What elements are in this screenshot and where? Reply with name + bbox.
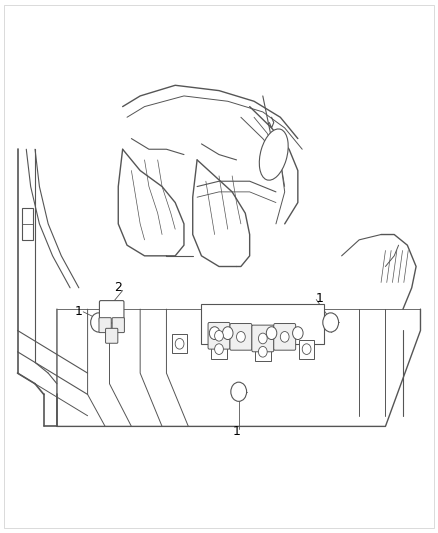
FancyBboxPatch shape — [274, 324, 296, 350]
Circle shape — [209, 327, 220, 340]
Circle shape — [293, 327, 303, 340]
Bar — [172, 334, 187, 353]
FancyBboxPatch shape — [106, 328, 118, 343]
Circle shape — [223, 327, 233, 340]
Text: 1: 1 — [75, 305, 83, 318]
FancyBboxPatch shape — [252, 325, 274, 352]
Circle shape — [266, 327, 277, 340]
Circle shape — [175, 338, 184, 349]
Bar — [211, 340, 227, 359]
Bar — [299, 340, 314, 359]
Circle shape — [302, 344, 311, 354]
Bar — [22, 208, 33, 240]
Circle shape — [215, 330, 223, 341]
Text: 2: 2 — [114, 281, 122, 294]
Bar — [201, 304, 324, 344]
Circle shape — [280, 332, 289, 342]
Circle shape — [91, 313, 106, 332]
Circle shape — [258, 333, 267, 344]
Bar — [255, 342, 271, 361]
FancyBboxPatch shape — [112, 318, 124, 333]
FancyBboxPatch shape — [208, 322, 230, 349]
Text: 1: 1 — [316, 292, 324, 305]
FancyBboxPatch shape — [230, 324, 252, 350]
Circle shape — [323, 313, 339, 332]
Ellipse shape — [259, 129, 288, 180]
FancyBboxPatch shape — [99, 301, 124, 323]
Text: 1: 1 — [233, 425, 240, 438]
Circle shape — [231, 382, 247, 401]
Circle shape — [258, 346, 267, 357]
Circle shape — [237, 332, 245, 342]
FancyBboxPatch shape — [99, 318, 111, 333]
Circle shape — [215, 344, 223, 354]
